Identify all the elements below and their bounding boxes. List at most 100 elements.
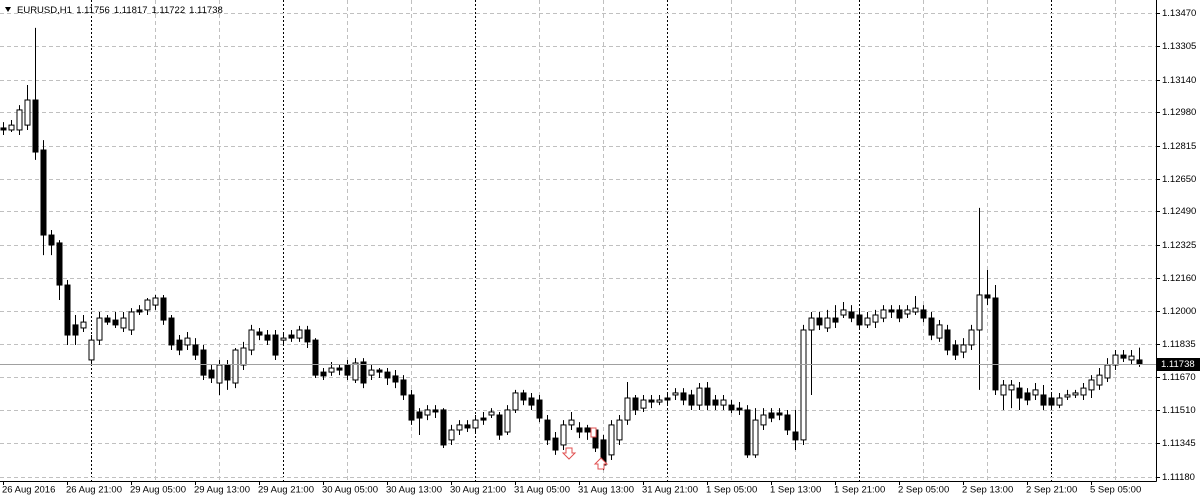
sell-arrow (561, 447, 577, 460)
candle-body-up (88, 339, 95, 361)
grid (0, 0, 1156, 481)
y-tick-label: 1.12815 (1162, 141, 1196, 152)
candle-body-up (456, 424, 463, 431)
candle-body-up (80, 321, 87, 329)
candle-body-down (32, 99, 39, 153)
candle-body-up (624, 397, 631, 421)
x-tick-label: 1 Sep 05:00 (706, 485, 757, 496)
y-tick-label: 1.12980 (1162, 107, 1196, 118)
candle-body-up (448, 429, 455, 441)
candle-body-up (872, 314, 879, 323)
candle-body-up (144, 299, 151, 311)
x-tick-label: 30 Aug 05:00 (322, 485, 378, 496)
candle-body-down (896, 309, 903, 319)
candle-body-down (192, 344, 199, 356)
candle-body-down (496, 414, 503, 436)
candle-body-up (1032, 389, 1039, 396)
candle-body-down (1016, 387, 1023, 399)
y-tick-label: 1.12490 (1162, 206, 1196, 217)
candle-body-down (944, 329, 951, 351)
x-tick-label: 31 Aug 13:00 (578, 485, 634, 496)
candle-body-up (184, 337, 191, 346)
candle-body-down (224, 364, 231, 381)
candle-body-down (304, 329, 311, 343)
header-low: 1.11722 (151, 5, 185, 16)
candle-body-down (520, 392, 527, 401)
y-tick-label: 1.12000 (1162, 306, 1196, 317)
candle-body-down (728, 404, 735, 411)
y-tick-label: 1.11510 (1162, 405, 1196, 416)
candle-body-down (272, 334, 279, 356)
candle-body-up (296, 329, 303, 339)
x-tick-label: 2 Sep 05:00 (898, 485, 949, 496)
candle-body-up (120, 317, 127, 329)
candle-body-up (1112, 354, 1119, 366)
candle-body-down (104, 317, 111, 323)
candle-body-down (848, 311, 855, 319)
candle-body-up (880, 309, 887, 319)
candle-body-down (168, 317, 175, 346)
symbol: EURUSD,H1 (17, 5, 72, 16)
candle-body-up (16, 109, 23, 131)
candle-body-down (360, 361, 367, 384)
candle-body-up (1088, 379, 1095, 391)
candle-body-down (1136, 359, 1143, 365)
header-close: 1.11738 (189, 5, 223, 16)
candle-body-up (568, 419, 575, 426)
x-tick-label: 30 Aug 13:00 (386, 485, 442, 496)
candle-body-down (992, 297, 999, 391)
candle-body-down (664, 397, 671, 401)
candle-body-up (1008, 384, 1015, 391)
candle-body-up (560, 424, 567, 446)
candle-body-up (352, 362, 359, 381)
candle-body-up (656, 399, 663, 403)
candle-body-up (8, 124, 15, 131)
candle-body-up (1080, 387, 1087, 396)
candle-body-up (1104, 364, 1111, 379)
candle-body-down (480, 417, 487, 421)
candle-body-down (648, 399, 655, 403)
candle-body-down (392, 375, 399, 383)
candle-body-up (696, 387, 703, 406)
candle-body-up (1096, 374, 1103, 386)
candle-body-down (336, 367, 343, 371)
candle-body-up (616, 419, 623, 441)
current-price-box (1157, 358, 1200, 371)
candle-body-up (760, 414, 767, 426)
buy-arrow (593, 457, 609, 470)
candle-body-down (208, 369, 215, 379)
candle-body-down (528, 397, 535, 406)
candle-body-down (160, 297, 167, 321)
x-tick-label: 26 Aug 2016 (2, 485, 55, 496)
candle-body-down (464, 424, 471, 429)
candle-body-up (840, 309, 847, 316)
candle-body-down (40, 149, 47, 236)
header-icon (5, 7, 11, 12)
candle-body-up (800, 329, 807, 441)
candle-body-down (432, 409, 439, 413)
candle-body-up (328, 367, 335, 373)
candle-body-down (112, 319, 119, 326)
x-tick-label: 30 Aug 21:00 (450, 485, 506, 496)
candle-body-up (232, 349, 239, 384)
candle-body-down (928, 317, 935, 336)
y-tick-label: 1.12650 (1162, 174, 1196, 185)
candle-body-up (824, 317, 831, 329)
y-tick-label: 1.13470 (1162, 8, 1196, 19)
candle-body-down (48, 234, 55, 246)
candle-body-up (672, 392, 679, 396)
candle-body-up (472, 419, 479, 429)
candle-body-down (688, 394, 695, 406)
candle-body-down (0, 127, 7, 131)
x-tick-label: 1 Sep 13:00 (770, 485, 821, 496)
candle-body-down (712, 399, 719, 406)
candle-body-down (376, 369, 383, 373)
candle-body-up (504, 409, 511, 433)
candle-body-down (264, 334, 271, 341)
candle-body-down (1040, 394, 1047, 406)
candle-body-down (256, 331, 263, 336)
candle-body-down (856, 314, 863, 326)
candle-body-down (56, 242, 63, 286)
trade-markers (561, 427, 609, 470)
